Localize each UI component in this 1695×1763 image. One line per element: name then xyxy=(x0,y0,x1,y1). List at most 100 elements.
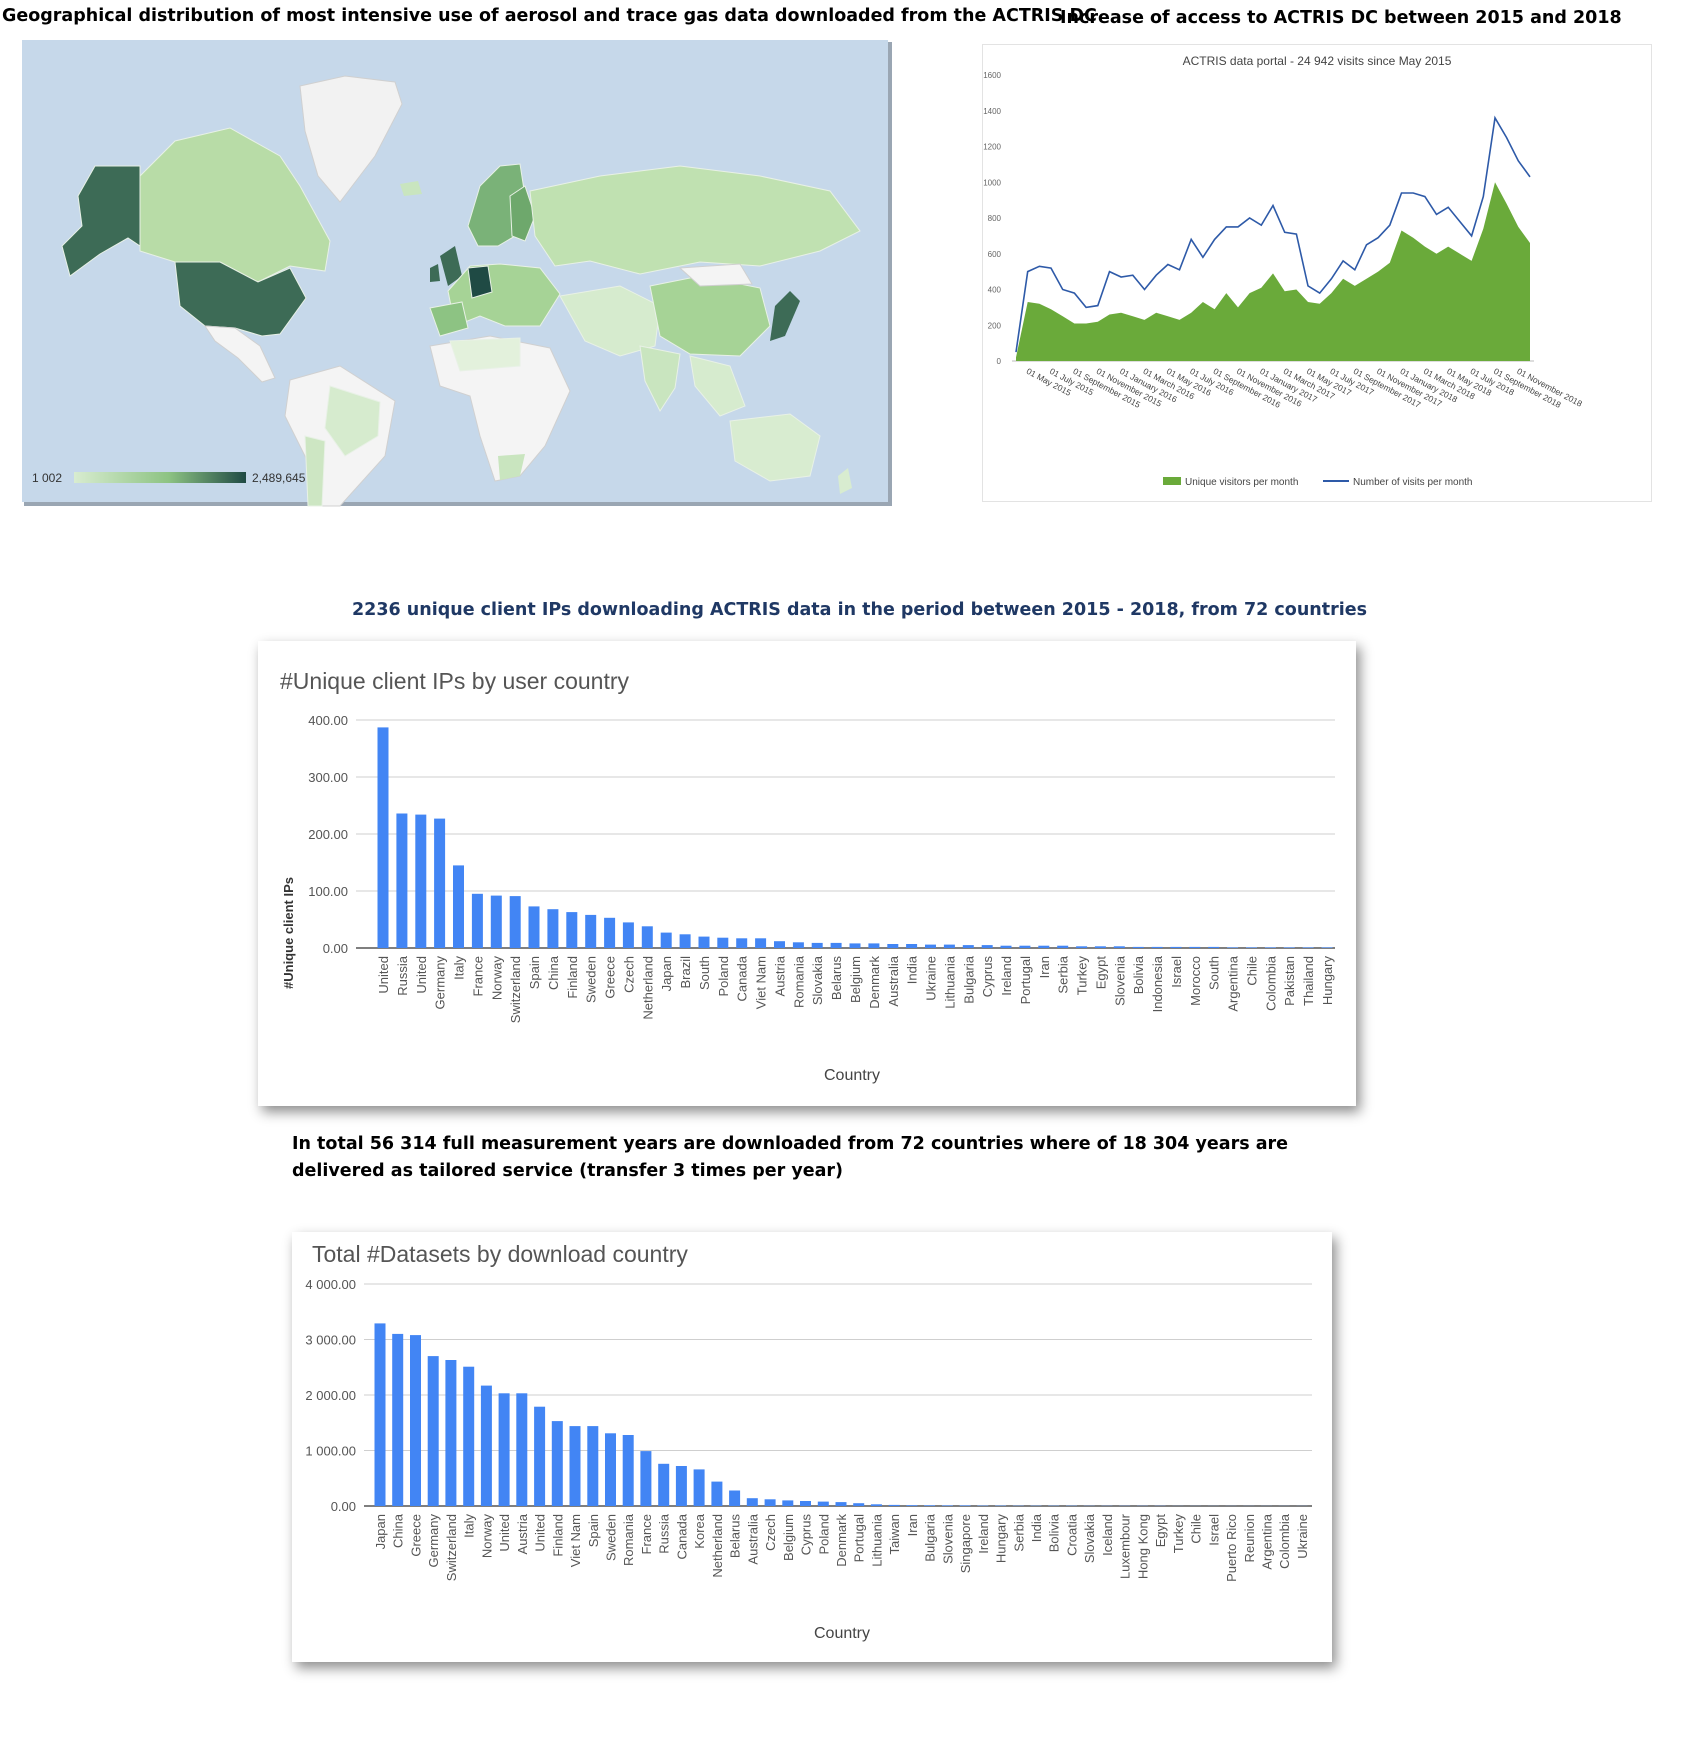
alaska-shape xyxy=(61,165,141,277)
datasets-category-label: Bolivia xyxy=(1047,1513,1062,1552)
datasets-category-label: Taiwan xyxy=(887,1514,902,1554)
datasets-category-label: Sweden xyxy=(604,1514,619,1561)
ips-category-label: Hungary xyxy=(1320,956,1335,1006)
visits-chart-title: ACTRIS data portal - 24 942 visits since… xyxy=(1183,54,1452,68)
datasets-bar xyxy=(480,1385,492,1506)
world-map-panel: 1 002 2,489,645 xyxy=(0,36,905,511)
datasets-heading: In total 56 314 full measurement years a… xyxy=(292,1134,1289,1181)
ips-category-label: Belarus xyxy=(829,956,844,1001)
ips-category-label: Slovenia xyxy=(1112,955,1127,1006)
ips-category-label: Netherland xyxy=(640,956,655,1020)
ips-bar xyxy=(1302,947,1314,948)
ips-bar xyxy=(1113,946,1125,948)
ips-bar xyxy=(1094,946,1106,948)
datasets-category-label: Spain xyxy=(586,1514,601,1547)
datasets-category-label: Serbia xyxy=(1011,1513,1026,1551)
ips-category-label: Sweden xyxy=(584,956,599,1003)
ips-ytick-label: 400.00 xyxy=(308,713,348,728)
ips-bar xyxy=(698,936,710,948)
ips-chart: #Unique client IPs by user country #Uniq… xyxy=(280,668,1335,1084)
ips-bar xyxy=(434,818,446,948)
datasets-bar xyxy=(640,1451,652,1506)
ips-bar xyxy=(1000,945,1012,948)
ips-category-label: Colombia xyxy=(1263,955,1278,1011)
ips-category-label: Viet Nam xyxy=(754,956,769,1009)
ips-ytick-label: 200.00 xyxy=(308,827,348,842)
datasets-category-label: Puerto Rico xyxy=(1224,1514,1239,1582)
ips-category-label: Japan xyxy=(659,956,674,991)
datasets-category-label: Slovenia xyxy=(940,1513,955,1564)
ips-xlabel: Country xyxy=(824,1067,880,1084)
finland-shape xyxy=(509,185,536,242)
visits-line xyxy=(1015,115,1531,353)
ips-category-label: Germany xyxy=(433,956,448,1010)
visits-ytick-label: 1000 xyxy=(983,178,1001,187)
ips-category-label: Italy xyxy=(452,956,467,980)
ips-bar xyxy=(830,942,842,948)
datasets-chart-title: Total #Datasets by download country xyxy=(312,1241,688,1267)
datasets-bar xyxy=(445,1360,457,1506)
ips-bar xyxy=(1227,947,1239,948)
datasets-chart: Total #Datasets by download country Coun… xyxy=(305,1241,1312,1642)
ips-bar xyxy=(471,893,483,948)
datasets-category-label: Austria xyxy=(515,1513,530,1554)
ips-category-label: Greece xyxy=(603,956,618,999)
ips-bar xyxy=(906,944,918,948)
ips-category-label: Israel xyxy=(1169,956,1184,988)
datasets-bar xyxy=(658,1463,670,1506)
ips-category-label: South xyxy=(697,956,712,990)
datasets-category-label: Canada xyxy=(674,1513,689,1559)
ips-category-label: Spain xyxy=(527,956,542,989)
ips-bar xyxy=(1189,946,1201,948)
greenland-shape xyxy=(299,75,403,203)
ips-bar xyxy=(1321,947,1333,948)
ips-bar xyxy=(396,813,408,948)
ips-category-label: Brazil xyxy=(678,956,693,989)
datasets-category-label: Japan xyxy=(373,1514,388,1549)
ips-bar xyxy=(566,912,578,948)
datasets-category-label: France xyxy=(639,1514,654,1554)
datasets-ytick-label: 4 000.00 xyxy=(305,1277,356,1292)
datasets-bar xyxy=(888,1504,900,1506)
datasets-bar xyxy=(551,1421,563,1506)
ips-bar xyxy=(1264,947,1276,948)
datasets-category-label: United xyxy=(533,1514,548,1552)
datasets-bar xyxy=(906,1505,918,1506)
datasets-bar xyxy=(675,1466,687,1506)
ips-category-label: Russia xyxy=(395,955,410,996)
north-africa-shape xyxy=(449,337,521,372)
datasets-bar xyxy=(746,1498,758,1506)
datasets-category-label: Poland xyxy=(816,1514,831,1554)
ips-bar xyxy=(622,922,634,948)
datasets-category-label: Argentina xyxy=(1260,1513,1275,1569)
datasets-bar xyxy=(534,1406,546,1506)
datasets-category-label: Ukraine xyxy=(1295,1514,1310,1559)
ips-category-label: Ukraine xyxy=(924,956,939,1001)
datasets-bar xyxy=(622,1435,634,1506)
datasets-category-label: Korea xyxy=(692,1513,707,1548)
datasets-category-label: Czech xyxy=(763,1514,778,1551)
ips-bar xyxy=(679,934,691,948)
datasets-bar xyxy=(569,1426,581,1506)
ips-category-label: United xyxy=(376,956,391,994)
datasets-category-label: Israel xyxy=(1206,1514,1221,1546)
ips-category-label: Denmark xyxy=(867,956,882,1009)
ips-category-label: India xyxy=(905,955,920,984)
map-heading: Geographical distribution of most intens… xyxy=(2,6,1097,26)
visits-ytick-label: 1200 xyxy=(983,143,1001,152)
datasets-category-label: Belgium xyxy=(781,1514,796,1561)
ips-chart-title: #Unique client IPs by user country xyxy=(280,668,630,694)
ips-category-label: Norway xyxy=(489,956,504,1001)
datasets-category-label: United xyxy=(497,1514,512,1552)
datasets-bar xyxy=(711,1481,723,1506)
datasets-category-label: Colombia xyxy=(1277,1513,1292,1569)
datasets-category-label: Romania xyxy=(621,1513,636,1566)
datasets-category-label: Portugal xyxy=(852,1514,867,1563)
iceland-shape xyxy=(400,181,422,196)
ips-category-label: Canada xyxy=(735,955,750,1001)
datasets-category-label: Egypt xyxy=(1153,1514,1168,1548)
visits-chart-panel: ACTRIS data portal - 24 942 visits since… xyxy=(982,44,1652,502)
datasets-chart-card: Total #Datasets by download country Coun… xyxy=(292,1232,1332,1662)
datasets-category-label: Italy xyxy=(462,1514,477,1538)
ips-category-label: Egypt xyxy=(1093,956,1108,990)
